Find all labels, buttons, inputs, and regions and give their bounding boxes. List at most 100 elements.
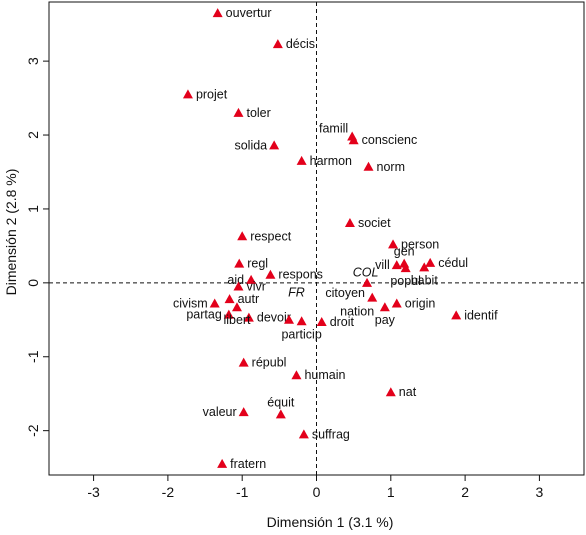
point-marker	[296, 316, 307, 326]
supplementary-labels: FR COL	[288, 265, 378, 299]
point-marker	[233, 107, 244, 117]
point-label: habit	[411, 273, 439, 287]
point-marker	[284, 314, 295, 324]
point-marker	[243, 312, 254, 322]
point-label: societ	[358, 216, 391, 230]
reference-lines	[49, 2, 584, 475]
point-marker	[238, 407, 249, 417]
point-label: norm	[377, 160, 405, 174]
point-label: person	[401, 237, 439, 251]
point-marker	[400, 263, 411, 273]
point-marker	[209, 298, 220, 308]
point-marker	[296, 155, 307, 165]
point-label: suffrag	[312, 427, 350, 441]
point-marker	[419, 262, 430, 272]
y-axis: -2 -1 0 1 2 3	[25, 57, 49, 437]
point-label: ouvertur	[226, 6, 272, 20]
y-axis-title: Dimensión 2 (2.8 %)	[3, 169, 19, 296]
point-marker	[344, 217, 355, 227]
point-marker	[348, 135, 359, 145]
point-label: cédul	[438, 256, 468, 270]
point-marker	[246, 274, 257, 284]
point-marker	[425, 257, 436, 267]
point-label: projet	[196, 87, 228, 101]
point-marker	[451, 310, 462, 320]
point-marker	[272, 39, 283, 49]
point-marker	[224, 294, 235, 304]
point-marker	[231, 302, 242, 312]
point-marker	[233, 281, 244, 291]
point-label: pay	[375, 313, 396, 327]
point-marker	[379, 302, 390, 312]
point-marker	[265, 269, 276, 279]
point-label: équit	[267, 395, 295, 409]
point-label: conscienc	[362, 133, 418, 147]
point-marker	[223, 309, 234, 319]
point-label: nation	[340, 305, 374, 319]
point-marker	[363, 161, 374, 171]
point-label: popul	[390, 274, 421, 288]
point-marker	[237, 231, 248, 241]
point-marker	[385, 387, 396, 397]
point-marker	[391, 260, 402, 270]
supplementary-label: COL	[353, 265, 379, 279]
point-label: vivr	[246, 280, 265, 294]
point-marker	[316, 317, 327, 327]
x-tick-label: -2	[162, 484, 175, 500]
x-tick-label: 3	[536, 484, 544, 500]
point-label: valeur	[203, 405, 237, 419]
point-marker	[388, 239, 399, 249]
point-marker	[291, 370, 302, 380]
point-label: partag	[186, 308, 221, 322]
point-marker	[298, 429, 309, 439]
y-tick-label: 0	[25, 279, 41, 287]
y-tick-label: -2	[25, 424, 41, 437]
point-label: nat	[399, 385, 417, 399]
point-marker	[367, 292, 378, 302]
point-marker	[238, 357, 249, 367]
point-label: autr	[238, 292, 260, 306]
point-label: identif	[464, 308, 498, 322]
point-label: républ	[252, 356, 287, 370]
point-label: toler	[246, 106, 270, 120]
point-label: décis	[286, 37, 315, 51]
x-tick-label: -1	[236, 484, 249, 500]
y-tick-label: 1	[25, 205, 41, 213]
point-label: respect	[250, 229, 292, 243]
point-marker	[217, 458, 228, 468]
point-marker	[212, 8, 223, 18]
point-label: humain	[304, 368, 345, 382]
point-marker	[275, 409, 286, 419]
point-label: origin	[405, 297, 436, 311]
x-tick-label: 1	[387, 484, 395, 500]
point-label: aid	[227, 273, 244, 287]
point-label: civism	[173, 297, 208, 311]
point-label: vill	[375, 258, 390, 272]
x-tick-label: -3	[87, 484, 100, 500]
x-tick-label: 2	[461, 484, 469, 500]
point-label: particip	[281, 327, 321, 341]
point-label: citoyen	[325, 286, 365, 300]
x-axis: -3 -2 -1 0 1 2 3	[87, 475, 544, 500]
point-label: fratern	[230, 457, 266, 471]
point-marker	[234, 258, 245, 268]
point-label: droit	[330, 315, 355, 329]
x-tick-label: 0	[313, 484, 321, 500]
point-label: solida	[234, 138, 267, 152]
y-tick-label: -1	[25, 350, 41, 363]
y-tick-label: 3	[25, 57, 41, 65]
point-marker	[182, 89, 193, 99]
point-marker	[362, 277, 373, 287]
x-axis-title: Dimensión 1 (3.1 %)	[267, 514, 394, 530]
y-tick-label: 2	[25, 131, 41, 139]
supplementary-label: FR	[288, 285, 305, 299]
point-marker	[391, 298, 402, 308]
point-label: gen	[394, 245, 415, 259]
point-label: devoir	[257, 311, 291, 325]
data-points: ouvertur décis projet toler solida famill cons…	[173, 6, 498, 471]
point-label: respons	[278, 268, 322, 282]
point-label: regl	[247, 257, 268, 271]
point-label: harmon	[310, 154, 352, 168]
point-label: libert	[223, 313, 251, 327]
